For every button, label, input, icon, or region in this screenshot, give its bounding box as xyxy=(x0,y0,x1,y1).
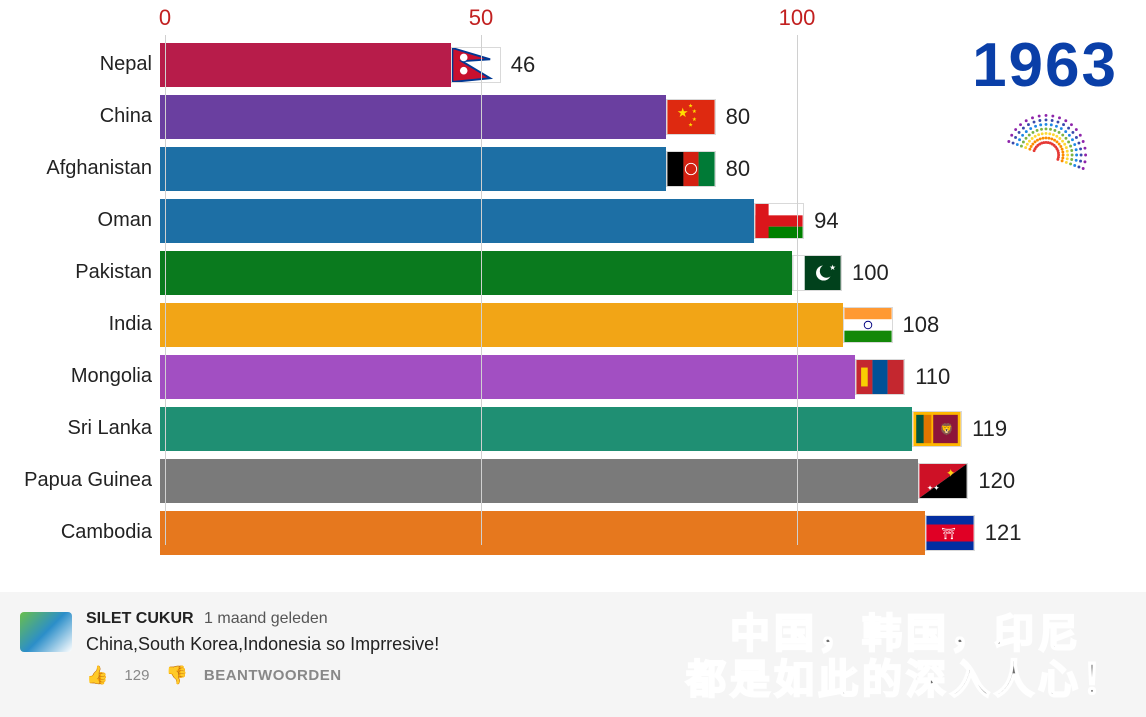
bar-fill xyxy=(160,43,451,87)
bar-label: Mongolia xyxy=(0,365,160,388)
bar-fill xyxy=(160,303,843,347)
bar-row: Sri Lanka🦁119 xyxy=(0,404,1146,453)
bar-row: Papua Guinea✦✦✦120 xyxy=(0,456,1146,505)
bar-track: ⛩121 xyxy=(160,511,950,555)
bar-chart: 0 50 100 Nepal 46 China ★★★★★ 80 Afghanistan 80 O… xyxy=(0,0,1146,570)
svg-text:✦: ✦ xyxy=(946,468,956,480)
year-label: 1963 xyxy=(972,30,1118,101)
bar-fill xyxy=(160,459,918,503)
bar-track: 108 xyxy=(160,303,950,347)
bar-value: 121 xyxy=(985,520,1022,546)
bar-row: Pakistan ★ 100 xyxy=(0,248,1146,297)
flag-icon: ★ xyxy=(792,255,842,291)
flag-icon: 🦁 xyxy=(912,411,962,447)
bar-row: India 108 xyxy=(0,300,1146,349)
bar-label: India xyxy=(0,313,160,336)
bars-container: Nepal 46 China ★★★★★ 80 Afghanistan 80 Oman 94 Pa… xyxy=(0,40,1146,560)
flag-icon: ⛩ xyxy=(925,515,975,551)
flag-icon: ★★★★★ xyxy=(666,99,716,135)
bar-fill xyxy=(160,147,666,191)
globe-icon xyxy=(1001,110,1091,200)
axis-tick: 100 xyxy=(779,5,816,31)
comment-section: SILET CUKUR 1 maand geleden China,South … xyxy=(0,592,1146,717)
bar-fill xyxy=(160,407,912,451)
bar-value: 120 xyxy=(978,468,1015,494)
flag-icon xyxy=(855,359,905,395)
svg-text:🦁: 🦁 xyxy=(940,421,954,435)
bar-label: Sri Lanka xyxy=(0,417,160,440)
flag-icon xyxy=(451,47,501,83)
reply-button[interactable]: BEANTWOORDEN xyxy=(204,667,342,684)
grid-line xyxy=(165,35,166,545)
bar-track: 110 xyxy=(160,355,950,399)
svg-text:✦✦: ✦✦ xyxy=(927,483,940,492)
bar-fill xyxy=(160,511,925,555)
bar-value: 108 xyxy=(903,312,940,338)
bar-value: 80 xyxy=(726,104,750,130)
svg-text:★: ★ xyxy=(676,105,688,120)
bar-fill xyxy=(160,355,855,399)
svg-text:★: ★ xyxy=(688,121,693,128)
flag-icon xyxy=(666,151,716,187)
bar-value: 80 xyxy=(726,156,750,182)
subtitle-overlay: 中国，韩国，印尼 都是如此的深入人心！ xyxy=(686,611,1126,703)
bar-track: ★ 100 xyxy=(160,251,950,295)
bar-track: 94 xyxy=(160,199,950,243)
like-count: 129 xyxy=(124,667,149,684)
grid-line xyxy=(481,35,482,545)
bar-label: Pakistan xyxy=(0,261,160,284)
thumbs-up-icon[interactable]: 👍 xyxy=(86,665,108,686)
bar-track: 80 xyxy=(160,147,950,191)
bar-label: Cambodia xyxy=(0,521,160,544)
avatar[interactable] xyxy=(20,612,72,652)
flag-icon: ✦✦✦ xyxy=(918,463,968,499)
bar-track: 46 xyxy=(160,43,950,87)
bar-value: 46 xyxy=(511,52,535,78)
bar-label: Oman xyxy=(0,209,160,232)
bar-track: 🦁119 xyxy=(160,407,950,451)
bar-fill xyxy=(160,199,754,243)
flag-icon xyxy=(843,307,893,343)
comment-time: 1 maand geleden xyxy=(204,610,328,627)
comment-author[interactable]: SILET CUKUR xyxy=(86,610,194,627)
bar-track: ✦✦✦120 xyxy=(160,459,950,503)
subtitle-line1: 中国，韩国，印尼 xyxy=(686,611,1126,657)
bar-label: Afghanistan xyxy=(0,157,160,180)
bar-label: China xyxy=(0,105,160,128)
bar-value: 100 xyxy=(852,260,889,286)
bar-label: Nepal xyxy=(0,53,160,76)
bar-row: Afghanistan 80 xyxy=(0,144,1146,193)
bar-row: Cambodia⛩121 xyxy=(0,508,1146,557)
bar-fill xyxy=(160,251,792,295)
bar-fill xyxy=(160,95,666,139)
x-axis: 050100 xyxy=(165,5,956,35)
bar-row: Oman 94 xyxy=(0,196,1146,245)
bar-label: Papua Guinea xyxy=(0,469,160,492)
bar-row: Mongolia 110 xyxy=(0,352,1146,401)
svg-text:★: ★ xyxy=(692,108,697,115)
axis-tick: 50 xyxy=(469,5,493,31)
svg-text:⛩: ⛩ xyxy=(941,527,955,540)
bar-track: ★★★★★ 80 xyxy=(160,95,950,139)
subtitle-line2: 都是如此的深入人心！ xyxy=(686,657,1126,703)
axis-tick: 0 xyxy=(159,5,171,31)
thumbs-down-icon[interactable]: 👎 xyxy=(165,665,187,686)
bar-value: 94 xyxy=(814,208,838,234)
grid-line xyxy=(797,35,798,545)
svg-text:★: ★ xyxy=(829,263,836,272)
bar-value: 119 xyxy=(972,416,1007,442)
bar-value: 110 xyxy=(915,364,950,390)
